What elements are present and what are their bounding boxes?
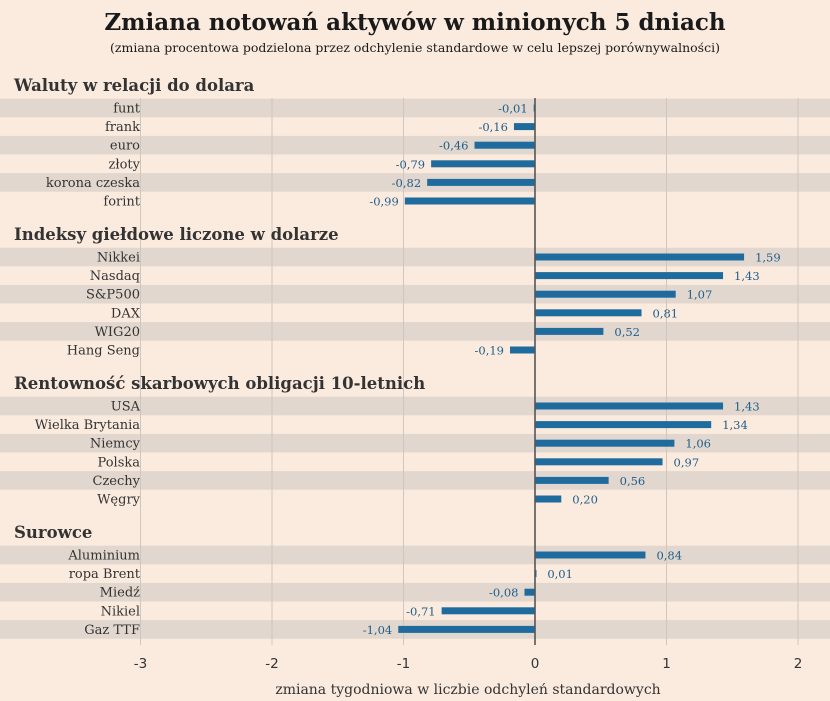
group-title-0: Waluty w relacji do dolara (13, 76, 255, 95)
value-label: 0,20 (572, 493, 598, 507)
category-label: Polska (97, 455, 140, 470)
value-label: -1,04 (363, 623, 393, 637)
value-label: 1,34 (722, 418, 748, 432)
value-label: -0,71 (406, 604, 436, 618)
row-stripe (0, 545, 830, 565)
chart-title: Zmiana notowań aktywów w minionych 5 dni… (104, 9, 726, 36)
value-label: 0,84 (656, 549, 682, 563)
value-label: -0,79 (396, 157, 426, 171)
bar (535, 309, 642, 317)
category-label: Gaz TTF (84, 623, 140, 638)
value-label: 0,97 (674, 455, 700, 469)
value-label: 0,01 (547, 567, 573, 581)
bar (535, 290, 676, 298)
value-label: -0,99 (369, 195, 399, 209)
bar (535, 476, 609, 484)
category-label: Wielka Brytania (35, 418, 141, 433)
bar (535, 253, 745, 261)
value-label: 0,81 (653, 306, 679, 320)
category-label: Nikkei (97, 251, 140, 266)
row-stripe (0, 322, 830, 341)
value-label: -0,16 (478, 120, 508, 134)
labels-layer: Waluty w relacji do dolara funt -0,01 frank… (13, 76, 781, 638)
bar (535, 402, 724, 410)
bar (535, 272, 724, 280)
bar (535, 439, 675, 447)
category-label: Nikiel (101, 604, 140, 619)
row-stripe (0, 396, 830, 416)
x-tick-label: 1 (662, 656, 671, 672)
category-label: Węgry (97, 493, 141, 508)
row-stripe (0, 135, 830, 155)
value-label: -0,46 (439, 139, 469, 153)
row-stripe (0, 471, 830, 490)
bar (398, 625, 535, 633)
category-label: USA (111, 400, 141, 415)
group-title-1: Indeksy giełdowe liczone w dolarze (14, 225, 339, 244)
category-label: funt (113, 102, 141, 117)
value-label: 1,43 (734, 400, 760, 414)
category-label: Czechy (93, 474, 141, 489)
row-stripe (0, 433, 830, 453)
bar (427, 178, 535, 186)
bar (535, 327, 604, 335)
value-label: 0,56 (620, 474, 646, 488)
bar (510, 346, 535, 354)
bar (535, 421, 712, 429)
value-label: -0,08 (489, 586, 519, 600)
bar (441, 607, 535, 615)
bar (535, 495, 562, 503)
value-label: -0,19 (475, 344, 505, 358)
group-title-3: Surowce (14, 523, 92, 542)
bar (431, 160, 535, 168)
row-stripe (0, 247, 830, 267)
category-label: forint (103, 195, 140, 210)
bar (535, 458, 663, 466)
category-label: złoty (109, 157, 141, 172)
bar (535, 551, 646, 559)
value-label: 1,43 (734, 269, 760, 283)
category-label: DAX (111, 306, 141, 321)
category-label: korona czeska (46, 176, 140, 191)
category-label: Nasdaq (90, 269, 140, 284)
bar (513, 123, 535, 131)
x-tick-label: -1 (397, 656, 410, 672)
category-label: Aluminium (67, 549, 140, 564)
row-stripe (0, 582, 830, 602)
bars-layer (398, 104, 745, 633)
stripes-layer (0, 98, 830, 639)
value-label: 1,59 (755, 251, 781, 265)
category-label: S&P500 (86, 288, 140, 303)
row-stripe (0, 98, 830, 118)
value-label: 0,52 (614, 325, 640, 339)
chart-subtitle: (zmiana procentowa podzielona przez odch… (110, 40, 720, 55)
bar (474, 141, 535, 149)
category-label: Miedź (100, 586, 140, 601)
value-label: -0,01 (498, 102, 528, 116)
value-label: 1,07 (687, 288, 713, 302)
category-label: ropa Brent (69, 567, 141, 582)
row-stripe (0, 173, 830, 192)
x-tick-label: -3 (134, 656, 147, 672)
x-axis: -3 -2 -1 0 1 2 (134, 98, 803, 672)
category-label: Hang Seng (67, 344, 140, 359)
category-label: WIG20 (95, 325, 140, 340)
category-label: Niemcy (90, 437, 141, 452)
gridlines (140, 98, 799, 645)
x-tick-label: -2 (265, 656, 278, 672)
row-stripe (0, 284, 830, 304)
group-title-2: Rentowność skarbowych obligacji 10-letni… (14, 374, 425, 393)
x-tick-label: 2 (794, 656, 803, 672)
value-label: 1,06 (685, 437, 711, 451)
value-label: -0,82 (392, 176, 422, 190)
category-label: frank (105, 120, 140, 135)
bar (524, 588, 535, 596)
x-axis-title: zmiana tygodniowa w liczbie odchyleń sta… (275, 682, 660, 698)
bar (404, 197, 535, 205)
x-tick-label: 0 (531, 656, 540, 672)
category-label: euro (110, 139, 140, 154)
